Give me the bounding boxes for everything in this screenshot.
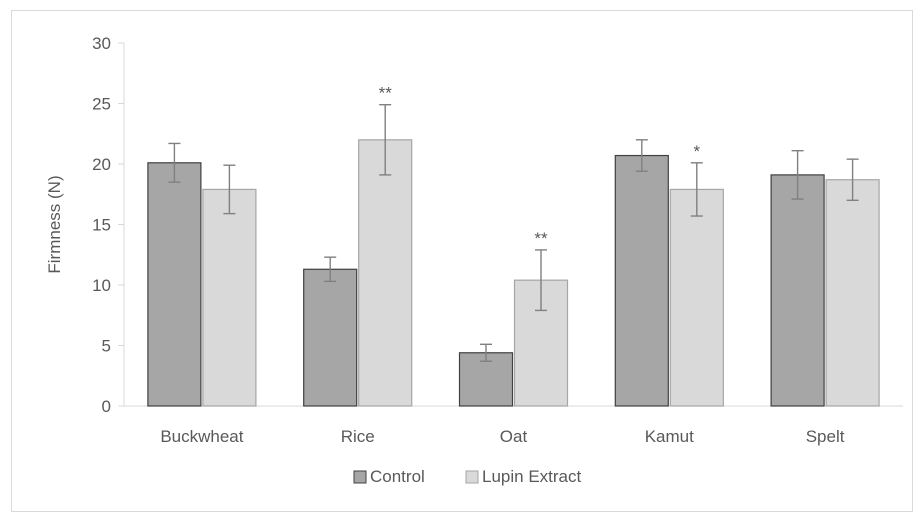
x-tick-label: Kamut (645, 427, 694, 446)
chart-frame: Firmness (N) 0 5 10 15 20 25 30 Buckwheat Rice Oa… (11, 10, 913, 512)
bar-lupin-extract (825, 179, 880, 407)
legend-label: Lupin Extract (482, 467, 581, 486)
bars: ***** (147, 84, 880, 407)
y-axis-title: Firmness (N) (45, 175, 64, 273)
bar-chart: Firmness (N) 0 5 10 15 20 25 30 Buckwheat Rice Oa… (45, 34, 903, 486)
y-tick-label: 25 (92, 95, 111, 114)
x-tick-label: Buckwheat (160, 427, 243, 446)
y-tick-label: 30 (92, 34, 111, 53)
x-tick-label: Spelt (806, 427, 845, 446)
bar-lupin-extract (669, 188, 724, 407)
bar-control (770, 174, 825, 407)
bar-control (614, 154, 669, 407)
bar-lupin-extract (358, 139, 413, 407)
axes: 0 5 10 15 20 25 30 Buckwheat Rice Oat Kamut Spelt (92, 34, 903, 446)
significance-label: ** (534, 229, 548, 248)
y-tick-label: 10 (92, 276, 111, 295)
bar-lupin-extract (202, 188, 257, 407)
legend-swatch (465, 470, 479, 484)
y-tick-label: 20 (92, 155, 111, 174)
legend-swatch (353, 470, 367, 484)
significance-label: * (693, 142, 700, 161)
significance-label: ** (379, 84, 393, 103)
y-tick-label: 15 (92, 216, 111, 235)
x-tick-label: Oat (500, 427, 528, 446)
x-tick-label: Rice (341, 427, 375, 446)
legend-label: Control (370, 467, 425, 486)
y-tick-label: 5 (102, 337, 111, 356)
y-tick-label: 0 (102, 397, 111, 416)
bar-control (303, 268, 358, 407)
legend: Control Lupin Extract (353, 467, 581, 486)
bar-control (147, 162, 202, 407)
